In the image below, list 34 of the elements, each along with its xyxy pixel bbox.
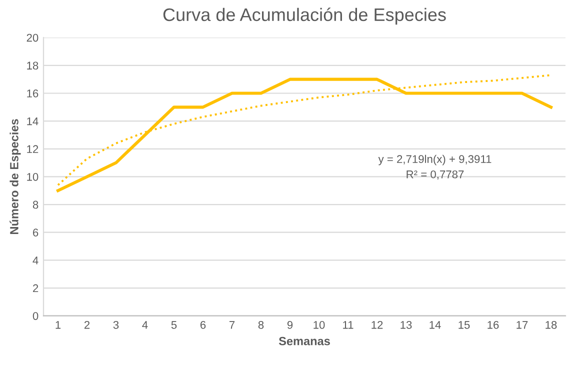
x-tick-label: 1 [56,321,61,329]
x-tick-label: 13 [400,320,412,329]
x-tick-label: 5 [171,321,177,329]
y-tick-label: 12 [27,145,38,153]
annotation: R² = 0,7787 [406,170,464,180]
y-tick-label: 4 [32,256,38,264]
y-tick-label: 16 [27,90,38,98]
x-tick-label: 4 [142,321,148,329]
y-tick-label: 20 [26,34,38,42]
x-tick-label: 3 [113,320,119,329]
y-tick-label: 10 [27,172,38,181]
x-tick-label: 17 [516,321,528,329]
x-tick-label: 14 [430,321,441,329]
x-tick-label: 18 [546,320,557,329]
x-tick-label: 12 [372,320,383,329]
y-tick-label: 0 [32,312,38,320]
annotation: y = 2,719ln(x) + 9,3911 [378,154,492,166]
x-tick-label: 7 [229,321,235,329]
y-tick-label: 6 [33,228,38,237]
y-tick-label: 14 [27,117,38,126]
x-tick-label: 2 [84,320,90,329]
y-axis-title: Número de Especies [10,119,21,234]
x-tick-label: 16 [488,320,499,329]
y-tick-label: 8 [32,200,38,209]
chart-title: Curva de Acumulación de Especies [163,8,446,25]
x-axis-title: Semanas [278,336,330,346]
x-tick-label: 15 [458,321,470,329]
x-tick-label: 11 [343,321,354,329]
x-tick-label: 6 [200,320,206,329]
x-tick-label: 9 [287,320,293,329]
x-tick-label: 10 [314,320,325,329]
y-tick-label: 18 [27,62,38,70]
y-tick-label: 2 [33,284,38,292]
x-tick-label: 8 [258,320,264,329]
